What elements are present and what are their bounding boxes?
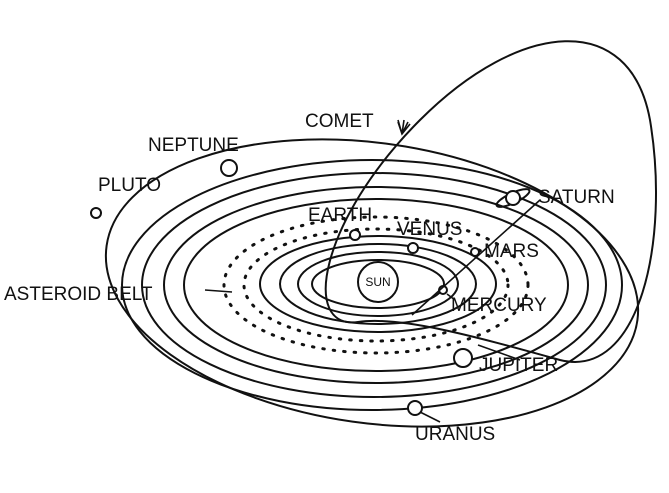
label: MARS bbox=[484, 241, 539, 262]
orbits bbox=[87, 41, 657, 459]
uranus-leader bbox=[420, 412, 440, 422]
label: SATURN bbox=[538, 187, 615, 208]
label: MERCURY bbox=[451, 295, 547, 316]
neptune-planet bbox=[221, 160, 237, 176]
label: SUN bbox=[365, 275, 390, 289]
label: URANUS bbox=[415, 424, 495, 445]
saturn-planet bbox=[495, 186, 532, 210]
label: ASTEROID BELT bbox=[4, 284, 153, 305]
pluto-planet bbox=[91, 208, 101, 218]
label: PLUTO bbox=[98, 175, 161, 196]
solar-system-diagram: COMET NEPTUNE PLUTO EARTH VENUS SATURN M… bbox=[0, 0, 669, 493]
label: EARTH bbox=[308, 205, 372, 226]
asteroid-leader bbox=[205, 290, 232, 292]
label: JUPITER bbox=[479, 355, 558, 376]
uranus-planet bbox=[408, 401, 422, 415]
label: COMET bbox=[305, 111, 374, 132]
jupiter-planet bbox=[454, 349, 472, 367]
earth-planet bbox=[350, 230, 360, 240]
venus-planet bbox=[408, 243, 418, 253]
label: VENUS bbox=[397, 219, 462, 240]
mars-planet bbox=[471, 248, 479, 256]
label: NEPTUNE bbox=[148, 135, 239, 156]
